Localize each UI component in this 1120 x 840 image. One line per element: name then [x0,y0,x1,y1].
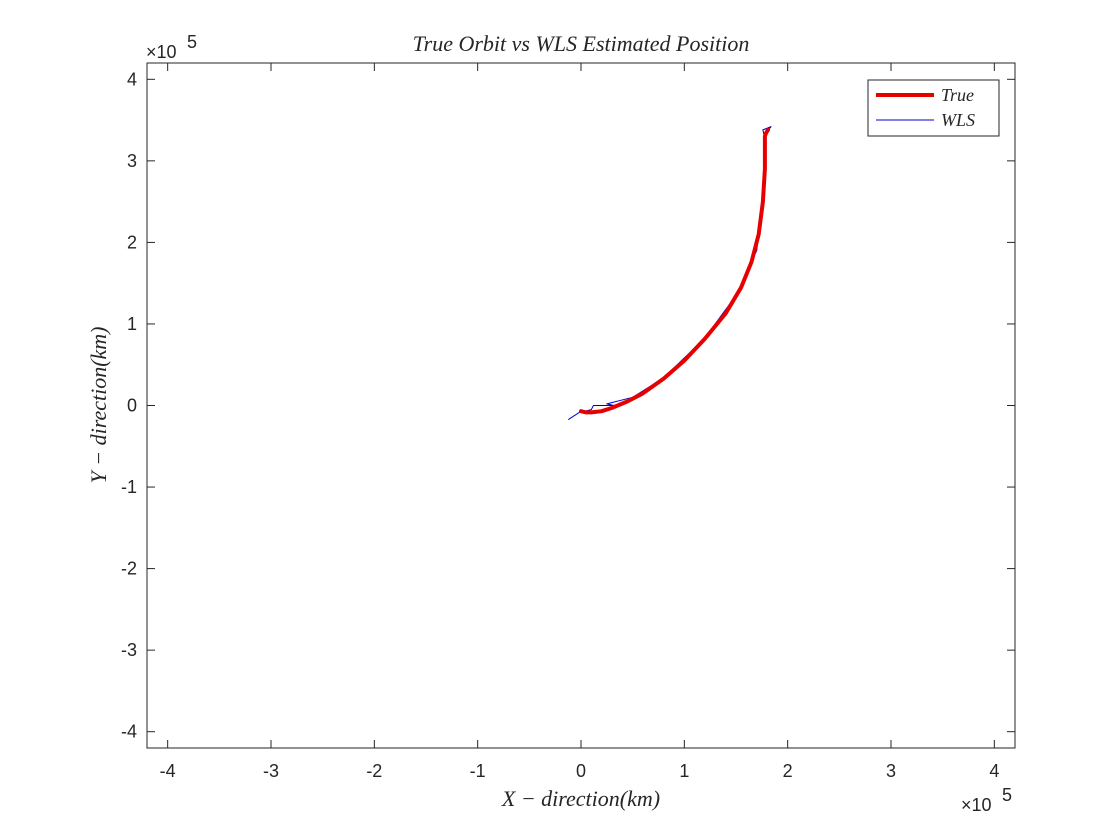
x-tick-label: -1 [470,761,486,781]
x-tick-label: -4 [160,761,176,781]
x-tick-label: 1 [679,761,689,781]
y-tick-label: -2 [121,559,137,579]
y-axis-label: Y − direction(km) [86,327,111,484]
x-tick-label: -3 [263,761,279,781]
x-axis-label: X − direction(km) [501,786,660,811]
legend-box [867,79,1000,137]
x-tick-label: 0 [576,761,586,781]
x-axis-multiplier: ×10 5 [961,785,1012,815]
x-multiplier-exponent: 5 [1002,785,1012,805]
plot-area [147,63,1015,748]
legend-wls-label: WLS [941,110,975,130]
y-tick-label: 0 [127,396,137,416]
x-tick-label: 4 [989,761,999,781]
series-true-line [579,127,770,415]
y-multiplier-exponent: 5 [187,32,197,52]
x-tick-label: -2 [366,761,382,781]
chart-title: True Orbit vs WLS Estimated Position [413,31,750,56]
x-tick-label: 3 [886,761,896,781]
y-tick-label: -1 [121,477,137,497]
legend-true-label: True [941,85,974,105]
y-axis-multiplier: ×10 5 [146,32,197,62]
series-layer [568,126,772,420]
y-tick-label: 1 [127,314,137,334]
ticks-layer: -4 -3 -2 -1 0 1 2 3 4 -4 -3 -2 -1 0 1 2 3 4 [121,63,1015,781]
y-tick-label: 3 [127,151,137,171]
x-multiplier-base: ×10 [961,795,992,815]
y-tick-label: 4 [127,69,137,89]
y-tick-label: -3 [121,640,137,660]
y-tick-label: -4 [121,722,137,742]
x-tick-label: 2 [783,761,793,781]
legend: True WLS [867,79,1000,137]
y-multiplier-base: ×10 [146,42,177,62]
y-tick-label: 2 [127,232,137,252]
